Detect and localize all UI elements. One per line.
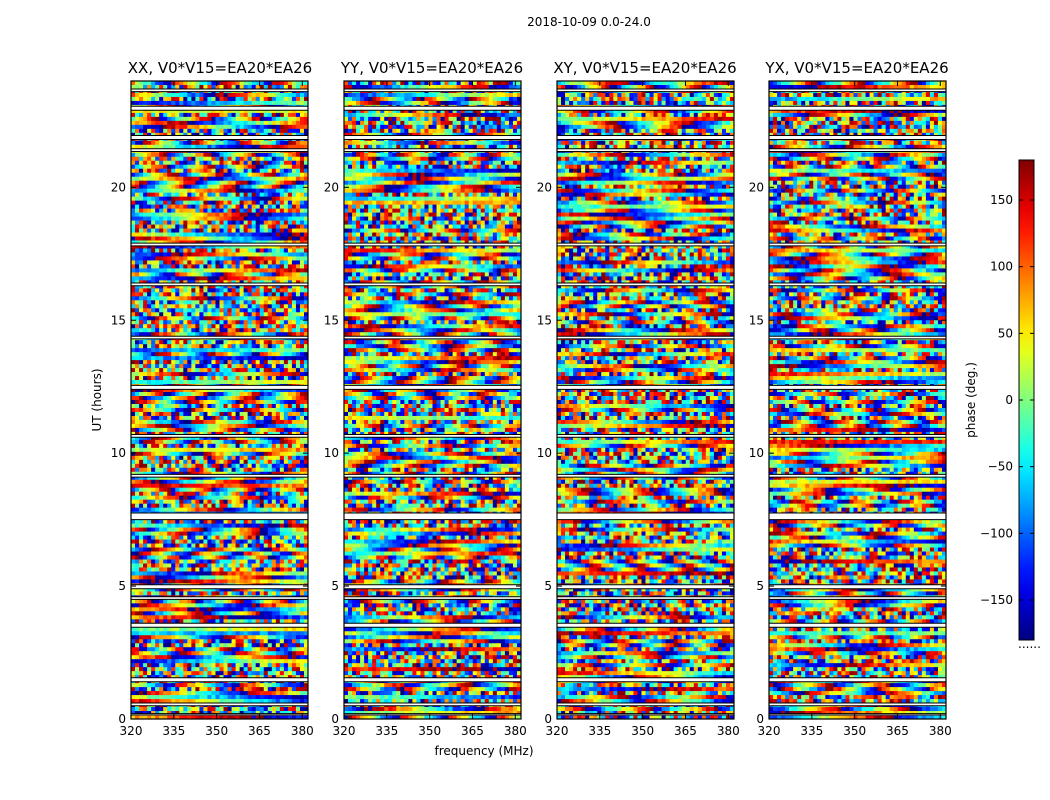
- y-tick-label: 5: [756, 579, 764, 593]
- x-tick-label: 335: [375, 724, 398, 738]
- x-tick-label: 320: [333, 724, 356, 738]
- y-tick-label: 20: [324, 180, 339, 194]
- phase-heatmap-image: [131, 81, 308, 719]
- y-tick-label: 10: [537, 446, 552, 460]
- phase-heatmap-image: [769, 81, 946, 719]
- x-tick-label: 365: [674, 724, 697, 738]
- panel-frame: [130, 80, 309, 720]
- y-tick-label: 10: [749, 446, 764, 460]
- y-tick-label: 5: [544, 579, 552, 593]
- x-tick-label: 380: [929, 724, 952, 738]
- colorbar-tick-label: 100: [990, 260, 1013, 274]
- x-tick-label: 320: [546, 724, 569, 738]
- x-tick-label: 350: [418, 724, 441, 738]
- colorbar-label: phase (deg.): [964, 362, 978, 438]
- x-tick-label: 380: [504, 724, 527, 738]
- colorbar-tick-label: −150: [980, 593, 1013, 607]
- y-tick-label: 5: [331, 579, 339, 593]
- colorbar-tick-label: 50: [998, 326, 1013, 340]
- colorbar-tick-label: 150: [990, 193, 1013, 207]
- x-tick-label: 320: [120, 724, 143, 738]
- y-tick-label: 15: [324, 313, 339, 327]
- y-tick-label: 10: [111, 446, 126, 460]
- y-axis-label: UT (hours): [90, 368, 104, 431]
- x-tick-label: 335: [162, 724, 185, 738]
- panel-title-xy: XY, V0*V15=EA20*EA26: [553, 59, 736, 77]
- x-tick-label: 365: [886, 724, 909, 738]
- x-tick-label: 335: [800, 724, 823, 738]
- panel-title-yx: YX, V0*V15=EA20*EA26: [764, 59, 948, 77]
- phase-heatmap-image: [344, 81, 521, 719]
- x-tick-label: 350: [631, 724, 654, 738]
- x-tick-label: 350: [205, 724, 228, 738]
- panel-frame: [556, 80, 735, 720]
- y-tick-label: 15: [537, 313, 552, 327]
- y-tick-label: 20: [749, 180, 764, 194]
- y-tick-label: 0: [756, 712, 764, 726]
- panel-xx: XX, V0*V15=EA20*EA26 320 335 350 365 380 0 5 10…: [111, 59, 314, 738]
- colorbar-tick-label: −100: [980, 526, 1013, 540]
- y-tick-label: 20: [111, 180, 126, 194]
- phase-heatmap-image: [557, 81, 734, 719]
- y-tick-label: 0: [544, 712, 552, 726]
- figure-suptitle: 2018-10-09 0.0-24.0: [527, 15, 651, 29]
- y-tick-label: 0: [331, 712, 339, 726]
- colorbar-tick-label: −50: [988, 460, 1013, 474]
- y-tick-label: 5: [118, 579, 126, 593]
- x-tick-label: 365: [248, 724, 271, 738]
- x-tick-label: 335: [588, 724, 611, 738]
- y-tick-label: 15: [111, 313, 126, 327]
- panel-xy: XY, V0*V15=EA20*EA26 320 335 350 365 380 0 5 10…: [537, 59, 740, 738]
- x-tick-label: 380: [717, 724, 740, 738]
- y-tick-label: 10: [324, 446, 339, 460]
- x-axis-label: frequency (MHz): [434, 744, 533, 758]
- panel-yy: YY, V0*V15=EA20*EA26 320 335 350 365 380 0 5 10…: [324, 59, 527, 738]
- panel-yx: YX, V0*V15=EA20*EA26 320 335 350 365 380 0 5 10…: [749, 59, 952, 738]
- panel-title-yy: YY, V0*V15=EA20*EA26: [340, 59, 523, 77]
- y-tick-label: 20: [537, 180, 552, 194]
- x-tick-label: 320: [758, 724, 781, 738]
- y-tick-label: 0: [118, 712, 126, 726]
- y-tick-label: 15: [749, 313, 764, 327]
- x-tick-label: 365: [461, 724, 484, 738]
- panel-frame: [343, 80, 522, 720]
- colorbar-tick-label: 0: [1005, 393, 1013, 407]
- x-tick-label: 350: [843, 724, 866, 738]
- panel-title-xx: XX, V0*V15=EA20*EA26: [128, 59, 312, 77]
- x-tick-label: 380: [291, 724, 314, 738]
- panel-frame: [768, 80, 947, 720]
